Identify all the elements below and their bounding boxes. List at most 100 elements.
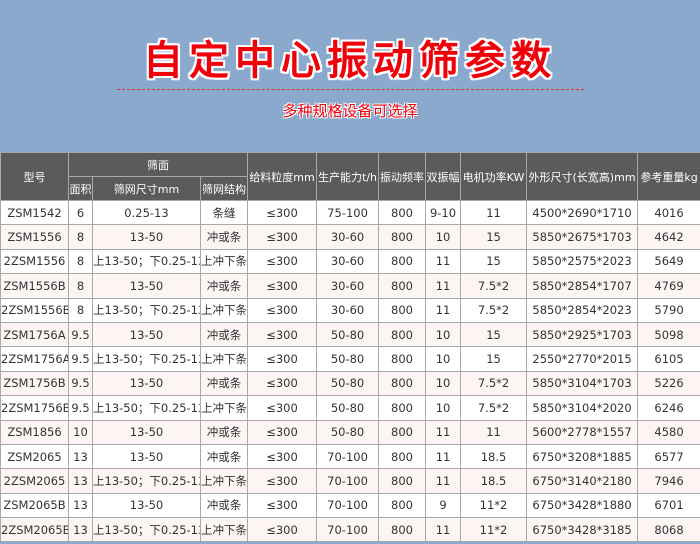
table-row: 2ZSM2065 13 上13-50；下0.25-13 上冲下条 ≤300 70-100 8… [0,468,700,494]
table-row: ZSM1756B 9.5 13-50 冲或条 ≤300 50-80 800 10 7.5*2 58… [0,370,700,397]
cell-area: 8 [68,224,93,250]
cell-frequency: 800 [378,199,427,226]
cell-amplitude: 10 [425,395,462,421]
header-frequency: 振动频率 [378,152,427,201]
cell-frequency: 800 [378,273,427,299]
table-row: 2ZSM1556B 8 上13-50；下0.25-13 上冲下条 ≤300 30-60 80… [0,297,700,323]
cell-feed-size: ≤300 [247,199,318,226]
page-title: 自定中心振动筛参数 [143,38,557,84]
cell-capacity: 70-100 [316,517,380,543]
cell-amplitude: 9-10 [425,199,462,226]
cell-weight: 4642 [637,224,700,250]
cell-feed-size: ≤300 [247,224,318,250]
cell-model: ZSM1856 [0,419,69,445]
cell-frequency: 800 [378,248,427,275]
table-row: 2ZSM2065B 13 上13-50；下0.25-13 上冲下条 ≤300 70-100… [0,517,700,543]
cell-amplitude: 11 [425,248,462,275]
cell-capacity: 70-100 [316,492,380,519]
cell-weight: 6701 [637,492,700,519]
cell-capacity: 75-100 [316,199,380,226]
header-area: 面积 [68,176,93,201]
cell-model: ZSM2065B [0,492,69,519]
cell-power: 15 [460,224,528,250]
cell-frequency: 800 [378,419,427,445]
table-row: ZSM1556B 8 13-50 冲或条 ≤300 30-60 800 11 7.5*2 5850… [0,273,700,299]
cell-feed-size: ≤300 [247,517,318,543]
cell-mesh-structure: 上冲下条 [199,517,249,543]
header-mesh-structure: 筛网结构 [199,176,249,201]
cell-capacity: 50-80 [316,419,380,445]
spec-table: 型号 筛面 给料粒度mm 生产能力t/h 振动频率 双振幅 电机功率KW 外形尺… [0,152,700,543]
cell-feed-size: ≤300 [247,346,318,372]
cell-weight: 6577 [637,443,700,470]
cell-mesh-size: 13-50 [92,419,201,445]
cell-feed-size: ≤300 [247,443,318,470]
cell-mesh-structure: 冲或条 [199,419,249,445]
cell-feed-size: ≤300 [247,248,318,275]
header-mesh-size: 筛网尺寸mm [92,176,201,201]
cell-dimensions: 5600*2778*1557 [526,419,639,445]
cell-frequency: 800 [378,443,427,470]
header-screen-group: 筛面 [67,152,249,177]
table-row: ZSM1556 8 13-50 冲或条 ≤300 30-60 800 10 15 5850*267… [0,224,700,250]
cell-model: ZSM1542 [0,199,69,226]
cell-frequency: 800 [378,370,427,397]
cell-mesh-structure: 冲或条 [199,321,249,348]
cell-dimensions: 5850*3104*1703 [526,370,639,397]
cell-weight: 5226 [637,370,700,397]
cell-mesh-structure: 冲或条 [199,443,249,470]
cell-capacity: 30-60 [316,224,380,250]
cell-weight: 4580 [637,419,700,445]
cell-capacity: 50-80 [316,395,380,421]
cell-amplitude: 11 [425,419,462,445]
cell-dimensions: 6750*3140*2180 [526,468,639,494]
cell-capacity: 30-60 [316,297,380,323]
cell-mesh-size: 上13-50；下0.25-13 [92,297,201,323]
cell-area: 9.5 [68,370,93,397]
cell-capacity: 30-60 [316,273,380,299]
cell-power: 15 [460,346,528,372]
cell-weight: 5098 [637,321,700,348]
cell-power: 11 [460,419,528,445]
cell-amplitude: 11 [425,273,462,299]
cell-amplitude: 10 [425,321,462,348]
cell-mesh-size: 上13-50；下0.25-13 [92,346,201,372]
cell-area: 9.5 [68,321,93,348]
cell-power: 7.5*2 [460,395,528,421]
cell-power: 7.5*2 [460,297,528,323]
cell-area: 9.5 [68,395,93,421]
cell-mesh-structure: 上冲下条 [199,297,249,323]
cell-frequency: 800 [378,517,427,543]
cell-frequency: 800 [378,224,427,250]
cell-capacity: 70-100 [316,468,380,494]
cell-mesh-structure: 冲或条 [199,370,249,397]
cell-mesh-size: 上13-50；下0.25-13 [92,395,201,421]
cell-frequency: 800 [378,346,427,372]
header-capacity: 生产能力t/h [316,152,380,201]
cell-amplitude: 11 [425,297,462,323]
cell-area: 6 [68,199,93,226]
cell-weight: 7946 [637,468,700,494]
cell-mesh-size: 13-50 [92,443,201,470]
cell-area: 8 [68,248,93,275]
cell-power: 7.5*2 [460,273,528,299]
cell-model: ZSM2065 [0,443,69,470]
cell-weight: 4769 [637,273,700,299]
cell-area: 10 [68,419,93,445]
table-row: ZSM2065B 13 13-50 冲或条 ≤300 70-100 800 9 11*2 6750… [0,492,700,519]
page-subtitle: 多种规格设备可选择 [282,102,418,120]
cell-dimensions: 5850*2575*2023 [526,248,639,275]
cell-power: 18.5 [460,468,528,494]
cell-amplitude: 11 [425,468,462,494]
cell-model: ZSM1756A [0,321,69,348]
cell-feed-size: ≤300 [247,395,318,421]
cell-model: 2ZSM1556B [0,297,69,323]
cell-mesh-size: 上13-50；下0.25-13 [92,248,201,275]
table-row: 2ZSM1756B 9.5 上13-50；下0.25-13 上冲下条 ≤300 50-80… [0,395,700,421]
cell-area: 13 [68,517,93,543]
cell-weight: 8068 [637,517,700,543]
cell-dimensions: 6750*3428*1880 [526,492,639,519]
table-row: ZSM1756A 9.5 13-50 冲或条 ≤300 50-80 800 10 15 5850*… [0,321,700,348]
cell-area: 8 [68,273,93,299]
cell-feed-size: ≤300 [247,492,318,519]
